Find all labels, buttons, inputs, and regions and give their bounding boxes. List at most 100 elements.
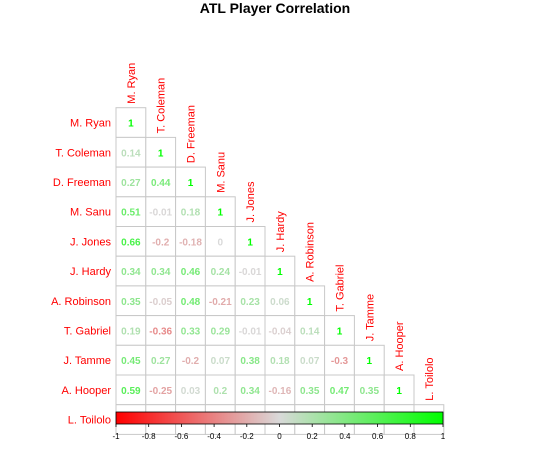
row-label: A. Robinson (51, 296, 111, 308)
cell-value: 0.38 (240, 356, 260, 367)
row-label: T. Gabriel (64, 325, 111, 337)
colorbar-gradient (115, 411, 444, 425)
colorbar-tick-label: -0.6 (175, 432, 189, 441)
cell-box (324, 374, 355, 406)
cell-value: 0.19 (121, 326, 141, 337)
cell-box (264, 374, 296, 406)
cell-value: -0.2 (182, 356, 200, 367)
cell-value: -0.16 (269, 386, 292, 397)
cell-box (264, 255, 296, 287)
cell-value: 0.14 (121, 148, 141, 159)
cell-value: 0.34 (151, 267, 171, 278)
cell-box (115, 255, 147, 287)
row-label: J. Jones (70, 236, 111, 248)
cell-value: 1 (367, 356, 373, 367)
column-label: D. Freeman (186, 105, 198, 163)
cell-value: 1 (128, 119, 134, 130)
cell-value: 0.46 (181, 267, 201, 278)
cell-box (204, 196, 236, 228)
cell-box (115, 107, 147, 138)
cell-value: -0.21 (209, 297, 232, 308)
cell-box (383, 374, 415, 406)
cell-box (175, 374, 206, 406)
column-label: T. Coleman (156, 78, 168, 134)
cell-value: 0.03 (181, 386, 201, 397)
cell-value: -0.04 (269, 326, 292, 337)
colorbar-tick-label: 0.2 (307, 432, 319, 441)
cell-value: 1 (218, 208, 224, 219)
row-label: J. Tamme (64, 355, 111, 367)
cell-box (324, 315, 355, 346)
cell-box (353, 344, 385, 376)
cell-box (115, 344, 147, 376)
chart-title: ATL Player Correlation (200, 0, 350, 16)
cell-value: 0.45 (121, 356, 141, 367)
cell-box (175, 166, 206, 198)
column-label: M. Ryan (126, 63, 138, 104)
cell-value: 1 (396, 386, 402, 397)
row-label: J. Hardy (70, 266, 111, 278)
cell-value: -0.2 (152, 237, 170, 248)
column-label: L. Toilolo (424, 357, 436, 400)
cell-value: 0.48 (181, 297, 201, 308)
cell-value: 0.34 (121, 267, 141, 278)
cell-box (175, 315, 206, 346)
row-label: A. Hooper (61, 385, 111, 397)
cell-box (145, 226, 177, 257)
cell-box (115, 315, 147, 346)
row-label: T. Coleman (55, 147, 111, 159)
cell-value: 0.44 (151, 178, 171, 189)
cell-value: 0.06 (270, 297, 290, 308)
cell-box (264, 344, 296, 376)
cell-value: 0.07 (211, 356, 231, 367)
cell-value: 0.27 (121, 178, 141, 189)
colorbar-tick-label: 0.8 (405, 432, 417, 441)
cell-value: -0.36 (149, 326, 172, 337)
column-label: A. Robinson (305, 222, 317, 282)
cell-value: 0.35 (360, 386, 380, 397)
cell-box (204, 226, 236, 257)
cell-box (204, 374, 236, 406)
cell-value: 0.59 (121, 386, 141, 397)
colorbar-tick-label: 1 (441, 432, 446, 441)
cell-value: 0.2 (213, 386, 227, 397)
cell-value: 1 (247, 237, 253, 248)
cell-box (115, 374, 147, 406)
cell-box (145, 285, 177, 317)
row-label: D. Freeman (53, 177, 111, 189)
cell-value: 0 (218, 237, 224, 248)
row-label: L. Toilolo (68, 415, 111, 427)
cell-value: 0.51 (121, 208, 141, 219)
cell-value: 0.47 (330, 386, 350, 397)
cell-value: 0.18 (270, 356, 290, 367)
cell-value: 1 (307, 297, 313, 308)
colorbar-tick-label: -1 (112, 432, 120, 441)
column-label: T. Gabriel (335, 265, 347, 312)
cell-box (145, 255, 177, 287)
cell-value: 0.07 (300, 356, 320, 367)
cell-value: 0.66 (121, 237, 141, 248)
cell-box (145, 374, 177, 406)
cell-value: -0.3 (331, 356, 349, 367)
row-label: M. Ryan (70, 118, 111, 130)
cell-value: 0.23 (240, 297, 260, 308)
cell-value: 0.18 (181, 208, 201, 219)
colorbar-tick-label: -0.8 (142, 432, 156, 441)
cell-box (204, 255, 236, 287)
cell-value: -0.01 (239, 267, 262, 278)
column-label: A. Hooper (394, 321, 406, 371)
heatmap-cells: 1 0.14 1 0.27 0.44 1 0.51 -0.01 0.18 1 0.66 -0.2 -0.… (115, 107, 445, 435)
column-label: J. Tamme (364, 294, 376, 341)
cell-value: -0.18 (179, 237, 202, 248)
cell-value: 1 (337, 326, 343, 337)
colorbar-tick-label: 0.4 (339, 432, 351, 441)
cell-value: -0.01 (239, 326, 262, 337)
cell-value: 1 (188, 178, 194, 189)
cell-value: 0.35 (300, 386, 320, 397)
cell-value: 0.35 (121, 297, 141, 308)
cell-value: 0.29 (211, 326, 231, 337)
cell-value: 1 (277, 267, 283, 278)
cell-value: -0.05 (149, 297, 172, 308)
cell-value: 0.34 (240, 386, 260, 397)
